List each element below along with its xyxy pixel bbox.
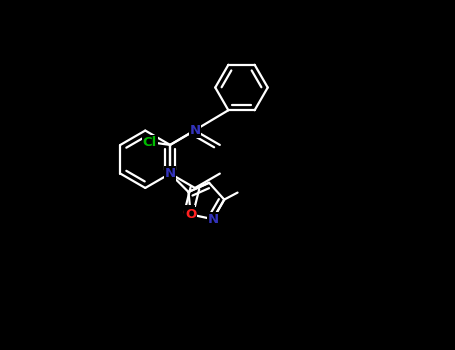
Text: Cl: Cl	[143, 135, 157, 149]
Text: O: O	[185, 208, 197, 221]
Text: O: O	[183, 206, 195, 220]
Text: N: N	[189, 124, 201, 137]
Text: N: N	[165, 167, 176, 180]
Text: N: N	[207, 213, 218, 226]
